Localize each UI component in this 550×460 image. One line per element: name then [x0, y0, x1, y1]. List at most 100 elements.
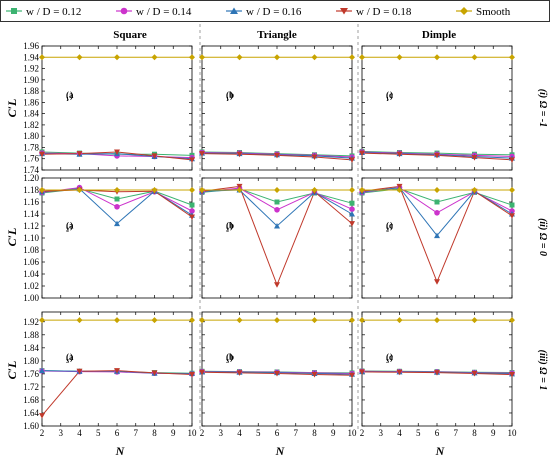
y-tick-label: 1.60: [23, 421, 39, 431]
data-point-triangle-down: [396, 151, 403, 158]
data-point-triangle-up: [274, 223, 280, 229]
data-point-diamond: [236, 54, 243, 61]
data-point-triangle-down: [396, 183, 403, 190]
y-tick-label: 1.76: [23, 154, 39, 164]
x-tick-label: 6: [115, 428, 120, 438]
y-tick-label: 1.74: [23, 165, 39, 175]
data-point-triangle-down: [434, 370, 440, 376]
legend-entry: w / D = 0.12: [6, 6, 81, 18]
legend-label: Smooth: [476, 6, 511, 18]
x-axis-label: N: [275, 444, 286, 458]
data-point-diamond: [349, 317, 355, 324]
x-tick-label: 5: [256, 428, 261, 438]
x-tick-label: 9: [491, 428, 496, 438]
x-tick-label: 7: [134, 428, 139, 438]
y-tick-label: 1.64: [23, 408, 39, 418]
data-point-triangle-up: [349, 211, 355, 217]
chart-panel: 2 3 4 5 6 7 8 9 10(b3): [199, 311, 357, 438]
y-tick-label: 1.90: [23, 75, 39, 85]
chart-panel: 1.741.76 1.781.801.821.84 1.861.881.901.92…: [23, 41, 195, 175]
y-tick-label: 1.10: [23, 233, 39, 243]
panel-label-subscript: 1: [386, 97, 389, 103]
chart-panel: 1.60 1.64 1.68 1.72 1.76 1.80 1.84 1.88 1.92 2 3 4 5…: [23, 311, 197, 438]
panel-label-close: ): [230, 352, 233, 362]
y-tick-label: 1.18: [23, 185, 39, 195]
y-tick-label: 1.08: [23, 245, 39, 255]
data-point-diamond: [471, 317, 478, 324]
data-point-diamond: [76, 187, 83, 193]
data-point-triangle-down: [39, 151, 45, 158]
y-tick-label: 1.84: [23, 343, 39, 353]
panel-label-close: ): [70, 90, 73, 100]
data-point-diamond: [434, 187, 440, 193]
data-point-diamond: [359, 187, 365, 193]
y-tick-label: 1.92: [23, 64, 39, 74]
data-point-diamond: [274, 317, 280, 324]
plot-frame: [201, 311, 353, 427]
data-point-circle: [274, 207, 280, 213]
data-point-triangle-up: [39, 367, 45, 374]
data-point-square: [509, 202, 515, 208]
data-point-diamond: [114, 54, 120, 61]
data-point-triangle-down: [114, 149, 120, 155]
data-point-diamond: [76, 54, 83, 61]
chart-panel: (b2): [199, 177, 355, 299]
legend-marker-triangle-up: [230, 7, 238, 14]
legend-marker-circle: [120, 7, 128, 15]
data-point-circle: [114, 204, 120, 210]
data-point-triangle-down: [236, 183, 243, 190]
column-title-triangle: Triangle: [257, 29, 297, 41]
legend-marker-triangle-down: [340, 8, 348, 15]
y-tick-label: 1.06: [23, 257, 39, 267]
plot-frame: [361, 311, 513, 427]
data-point-triangle-down: [471, 371, 478, 377]
y-tick-label: 1.80: [23, 131, 39, 141]
chart-panel: (b1): [199, 45, 355, 171]
data-point-diamond: [199, 54, 205, 61]
data-point-diamond: [151, 187, 158, 193]
data-point-diamond: [189, 317, 195, 324]
x-tick-label: 3: [59, 428, 64, 438]
data-point-diamond: [311, 317, 318, 324]
data-point-square: [434, 199, 440, 205]
x-tick-label: 6: [435, 428, 440, 438]
x-tick-label: 4: [77, 428, 82, 438]
plot-frame: [201, 177, 353, 299]
data-point-diamond: [349, 187, 355, 193]
data-point-diamond: [396, 187, 403, 193]
data-point-triangle-down: [236, 151, 243, 158]
x-tick-label: 9: [331, 428, 336, 438]
panel-label-subscript: 1: [226, 97, 229, 103]
y-tick-label: 1.12: [23, 221, 39, 231]
legend-entry: Smooth: [456, 6, 511, 18]
x-tick-label: 6: [275, 428, 280, 438]
y-axis-label: C′L: [5, 361, 19, 380]
panel-label: (a: [66, 220, 74, 230]
panel-label-close: ): [70, 220, 73, 230]
y-tick-label: 1.80: [23, 356, 39, 366]
data-point-triangle-up: [114, 220, 120, 227]
panel-label-close: ): [230, 220, 233, 230]
data-point-diamond: [151, 54, 158, 61]
y-tick-label: 1.88: [23, 86, 39, 96]
y-tick-label: 1.78: [23, 142, 39, 152]
y-tick-label: 1.86: [23, 97, 39, 107]
panel-label-close: ): [70, 352, 73, 362]
panel-label-close: ): [230, 90, 233, 100]
data-point-diamond: [114, 317, 120, 324]
y-tick-label: 1.02: [23, 281, 39, 291]
data-point-diamond: [114, 187, 120, 193]
data-point-triangle-down: [39, 413, 45, 419]
y-tick-label: 1.72: [23, 382, 39, 392]
panel-label-subscript: 3: [226, 359, 229, 365]
legend-marker-square: [11, 8, 17, 14]
data-point-triangle-down: [311, 154, 318, 161]
data-point-triangle-down: [349, 157, 355, 163]
data-point-triangle-down: [349, 221, 355, 227]
legend-entry: w / D = 0.16: [226, 6, 302, 18]
y-tick-label: 1.76: [23, 369, 39, 379]
data-point-circle: [189, 208, 195, 214]
data-point-diamond: [39, 54, 45, 61]
panel-label-subscript: 2: [226, 227, 229, 233]
